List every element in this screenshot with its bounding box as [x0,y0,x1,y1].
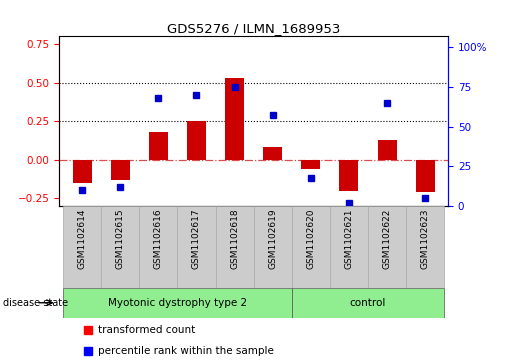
Text: transformed count: transformed count [98,325,195,335]
Bar [149,132,168,160]
Bar [292,206,330,288]
Text: Myotonic dystrophy type 2: Myotonic dystrophy type 2 [108,298,247,308]
Bar [263,147,282,160]
Text: control: control [350,298,386,308]
Bar [301,160,320,169]
Text: GSM1102623: GSM1102623 [421,209,430,269]
Bar [416,160,435,192]
Bar [73,160,92,183]
Bar [101,206,139,288]
Text: GSM1102617: GSM1102617 [192,209,201,269]
Text: percentile rank within the sample: percentile rank within the sample [98,346,274,356]
Bar [111,160,130,180]
Bar [215,206,253,288]
Text: GSM1102615: GSM1102615 [116,209,125,269]
Bar [377,140,397,160]
Bar [253,206,292,288]
Bar [63,206,101,288]
Bar [63,288,292,318]
Text: GSM1102621: GSM1102621 [345,209,353,269]
Text: disease state: disease state [3,298,67,308]
Text: GSM1102620: GSM1102620 [306,209,315,269]
Bar [406,206,444,288]
Bar [139,206,177,288]
Bar [177,206,215,288]
Bar [225,78,244,160]
Bar [187,121,206,160]
Text: GSM1102614: GSM1102614 [78,209,87,269]
Text: GSM1102616: GSM1102616 [154,209,163,269]
Text: GSM1102619: GSM1102619 [268,209,277,269]
Bar [368,206,406,288]
Bar [292,288,444,318]
Text: GSM1102622: GSM1102622 [383,209,391,269]
Title: GDS5276 / ILMN_1689953: GDS5276 / ILMN_1689953 [167,22,340,35]
Bar [330,206,368,288]
Text: GSM1102618: GSM1102618 [230,209,239,269]
Bar [339,160,358,191]
